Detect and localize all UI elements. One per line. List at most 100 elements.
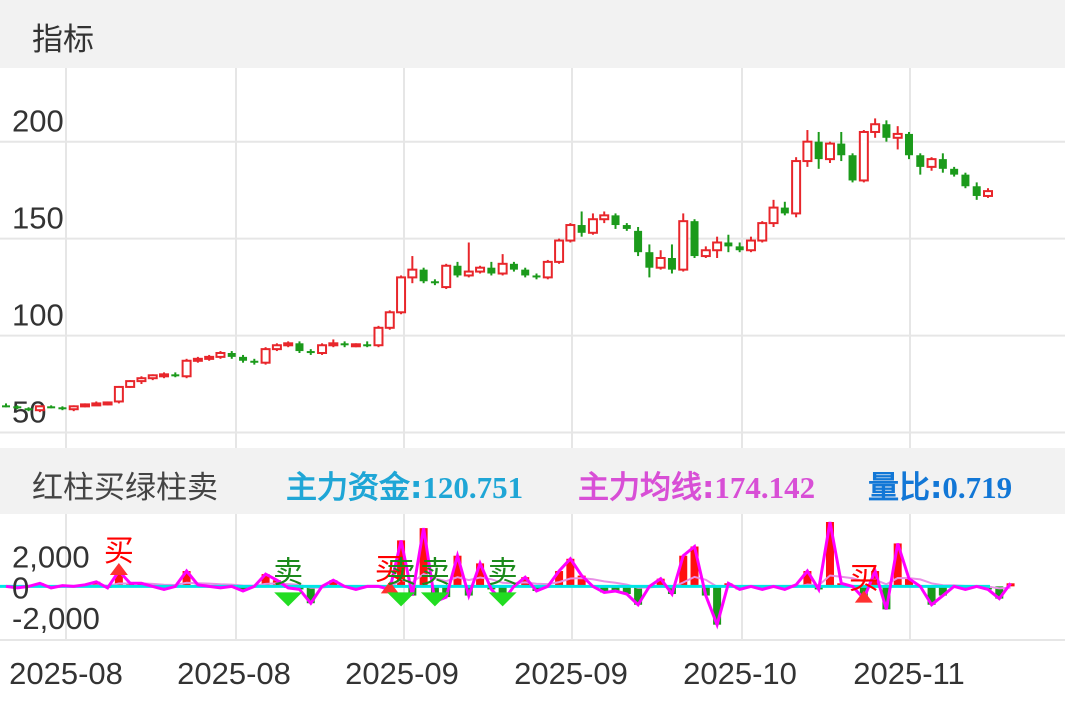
candle-body <box>712 241 723 252</box>
y-tick-label: 200 <box>12 104 64 139</box>
candle-body <box>532 275 541 278</box>
candle-body <box>159 373 170 378</box>
candle-body <box>611 215 620 226</box>
fund-bar <box>577 575 586 587</box>
candle-body <box>147 374 158 380</box>
candle-body <box>407 268 418 279</box>
candle-body <box>340 343 349 346</box>
candle-body <box>328 342 339 347</box>
candle-body <box>577 225 586 233</box>
candle-body <box>13 406 22 409</box>
buy-arrow-icon <box>380 581 399 594</box>
candle-body <box>768 206 779 225</box>
fund-bar <box>634 586 643 605</box>
candle-body <box>814 141 823 160</box>
sell-marker: 卖 <box>273 556 303 589</box>
y-tick-label: 2,000 <box>12 540 90 575</box>
fund-bar <box>555 571 564 587</box>
candle-body <box>384 311 395 329</box>
candle-body <box>961 174 970 187</box>
fund-bar <box>306 586 315 604</box>
candle-body <box>542 260 553 279</box>
x-tick-label: 2025-08 <box>9 656 123 691</box>
y-tick-label: 50 <box>12 395 46 430</box>
candle-body <box>239 356 248 361</box>
fund-bar <box>656 578 665 587</box>
candle-body <box>306 351 315 354</box>
volume-ratio-value: 0.719 <box>942 470 1013 505</box>
page-title: 指标 <box>32 22 94 58</box>
candle-body <box>181 359 192 378</box>
candle-body <box>68 405 79 411</box>
sell-marker: 卖 <box>488 556 518 589</box>
candle-body <box>554 239 565 263</box>
candle-body <box>34 405 45 412</box>
candle-body <box>58 407 67 410</box>
fund-bar <box>239 586 248 591</box>
candle-body <box>463 270 474 277</box>
fund-bar <box>600 586 609 593</box>
candle-body <box>204 355 215 360</box>
candle-body <box>690 221 699 257</box>
main-avg-indicator: 主力均线:174.142 <box>578 462 815 507</box>
candle-body <box>430 281 439 284</box>
candle-body <box>599 214 610 221</box>
candle-body <box>678 220 689 271</box>
buy-marker: 买 <box>104 535 134 568</box>
candle-body <box>882 124 891 138</box>
main-fund-chart: 买卖 买卖卖卖买2,0000-2,0002025-08 2025-08 2025-09… <box>0 514 1065 691</box>
fund-bar <box>938 586 947 596</box>
main-avg-label: 主力均线: <box>578 470 715 506</box>
volume-ratio-indicator: 量比:0.719 <box>868 462 1012 507</box>
indicator-bar: 红柱买绿柱卖 主力资金:120.751 主力均线:174.142 量比:0.71… <box>0 448 1065 514</box>
candle-body <box>136 377 147 383</box>
fund-bar <box>927 586 936 605</box>
candle-body <box>824 142 835 161</box>
candle-body <box>892 132 903 139</box>
candle-body <box>837 143 846 156</box>
fund-bar <box>690 546 699 587</box>
volume-ratio-label: 量比: <box>868 470 943 506</box>
sell-marker: 卖 <box>386 556 416 589</box>
x-tick-label: 2025-11 <box>853 656 964 691</box>
candle-body <box>521 269 530 276</box>
candle-body <box>724 242 733 247</box>
candle-body <box>791 160 802 215</box>
candle-body <box>487 267 496 274</box>
fund-bar <box>566 558 575 587</box>
candle-body <box>2 405 10 408</box>
candle-body <box>113 385 124 403</box>
candle-body <box>271 344 282 351</box>
fund-bar <box>611 586 620 591</box>
candle-body <box>317 344 328 355</box>
candle-body <box>916 155 925 167</box>
sell-arrow-icon <box>488 592 517 607</box>
candle-body <box>192 357 203 362</box>
y-tick-label: 100 <box>12 298 64 333</box>
candle-body <box>780 207 789 214</box>
fund-bar <box>713 586 722 625</box>
candle-body <box>497 262 508 275</box>
candle-body <box>215 352 226 358</box>
sell-arrow-icon <box>274 592 303 607</box>
candle-body <box>622 225 631 229</box>
candle-body <box>350 343 361 348</box>
fund-bar <box>995 586 1004 599</box>
candle-body <box>91 402 102 407</box>
sell-marker: 卖 <box>420 556 450 589</box>
candle-body <box>250 360 259 363</box>
candle-body <box>938 159 947 169</box>
sell-arrow-icon <box>420 592 449 607</box>
fund-bar <box>882 586 891 610</box>
candle-body <box>260 348 271 364</box>
fund-bar <box>871 571 880 587</box>
main-fund-indicator: 主力资金:120.751 <box>286 462 523 507</box>
fund-bar <box>803 571 812 587</box>
main-avg-value: 174.142 <box>714 470 816 505</box>
fund-bar <box>397 540 406 587</box>
candle-body <box>419 269 428 282</box>
candle-body <box>80 403 91 408</box>
fund-bar <box>904 578 913 587</box>
candle-body <box>983 190 993 197</box>
buy-marker: 买 <box>849 563 879 596</box>
